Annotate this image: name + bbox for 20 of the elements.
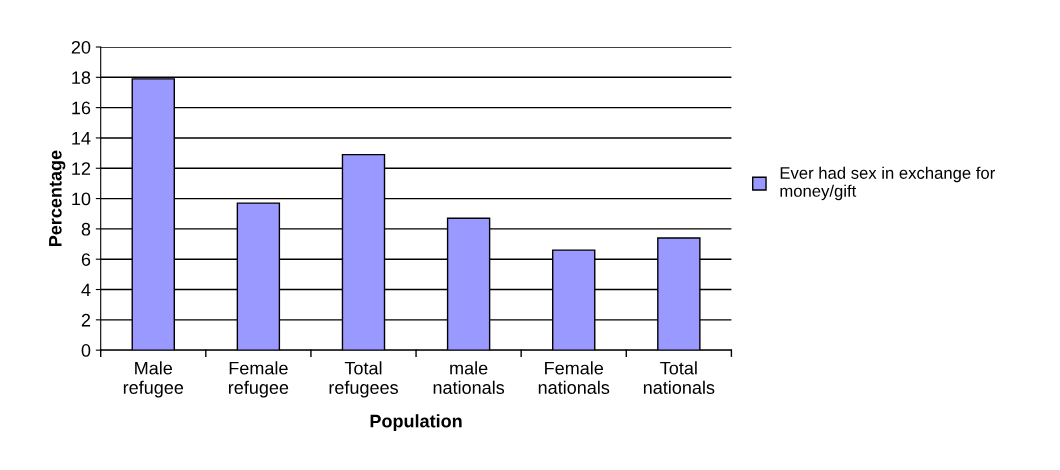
y-tick-label: 16 (72, 101, 91, 115)
x-axis-title: Population (370, 414, 462, 432)
y-tick-label: 14 (72, 132, 91, 145)
x-tick-label: Female nationals (538, 361, 610, 394)
x-tick-label: Male refugee (123, 361, 184, 398)
y-tick-label: 0 (81, 344, 91, 357)
y-tick-label: 10 (72, 192, 91, 206)
y-tick-label: 12 (72, 162, 91, 175)
x-tick-label: Total nationals (643, 361, 715, 394)
y-tick-label: 20 (71, 40, 91, 54)
y-tick-label: 8 (81, 222, 91, 236)
y-tick-label: 2 (81, 313, 91, 327)
y-tick-label: 6 (81, 253, 91, 266)
x-tick-label: Total refugees (329, 361, 398, 398)
legend-label: Ever had sex in exchange for money/gift (780, 166, 995, 201)
y-tick-label: 18 (72, 71, 91, 85)
x-tick-label: male nationals (433, 361, 505, 394)
y-axis-title: Percentage (49, 150, 66, 247)
x-tick-label: Female refugee (228, 361, 289, 398)
y-tick-label: 4 (81, 283, 91, 297)
